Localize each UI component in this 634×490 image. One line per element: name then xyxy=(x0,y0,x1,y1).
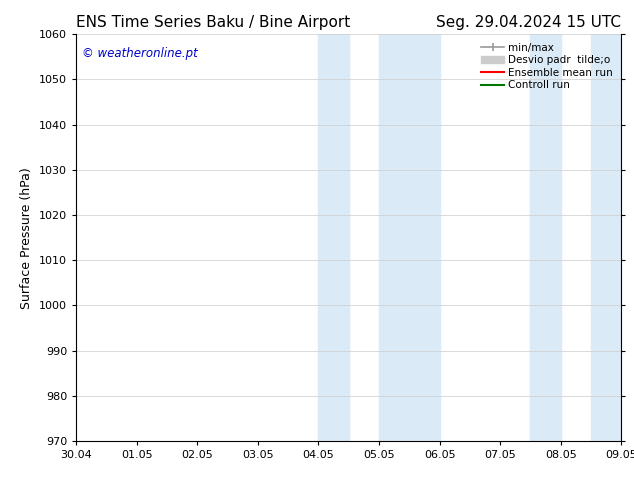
Legend: min/max, Desvio padr  tilde;o, Ensemble mean run, Controll run: min/max, Desvio padr tilde;o, Ensemble m… xyxy=(478,40,616,94)
Y-axis label: Surface Pressure (hPa): Surface Pressure (hPa) xyxy=(20,167,34,309)
Bar xyxy=(531,34,560,441)
Bar xyxy=(591,34,621,441)
Text: © weatheronline.pt: © weatheronline.pt xyxy=(82,47,197,59)
Text: ENS Time Series Baku / Bine Airport: ENS Time Series Baku / Bine Airport xyxy=(76,15,351,30)
Text: Seg. 29.04.2024 15 UTC: Seg. 29.04.2024 15 UTC xyxy=(436,15,621,30)
Bar xyxy=(318,34,349,441)
Bar xyxy=(379,34,439,441)
